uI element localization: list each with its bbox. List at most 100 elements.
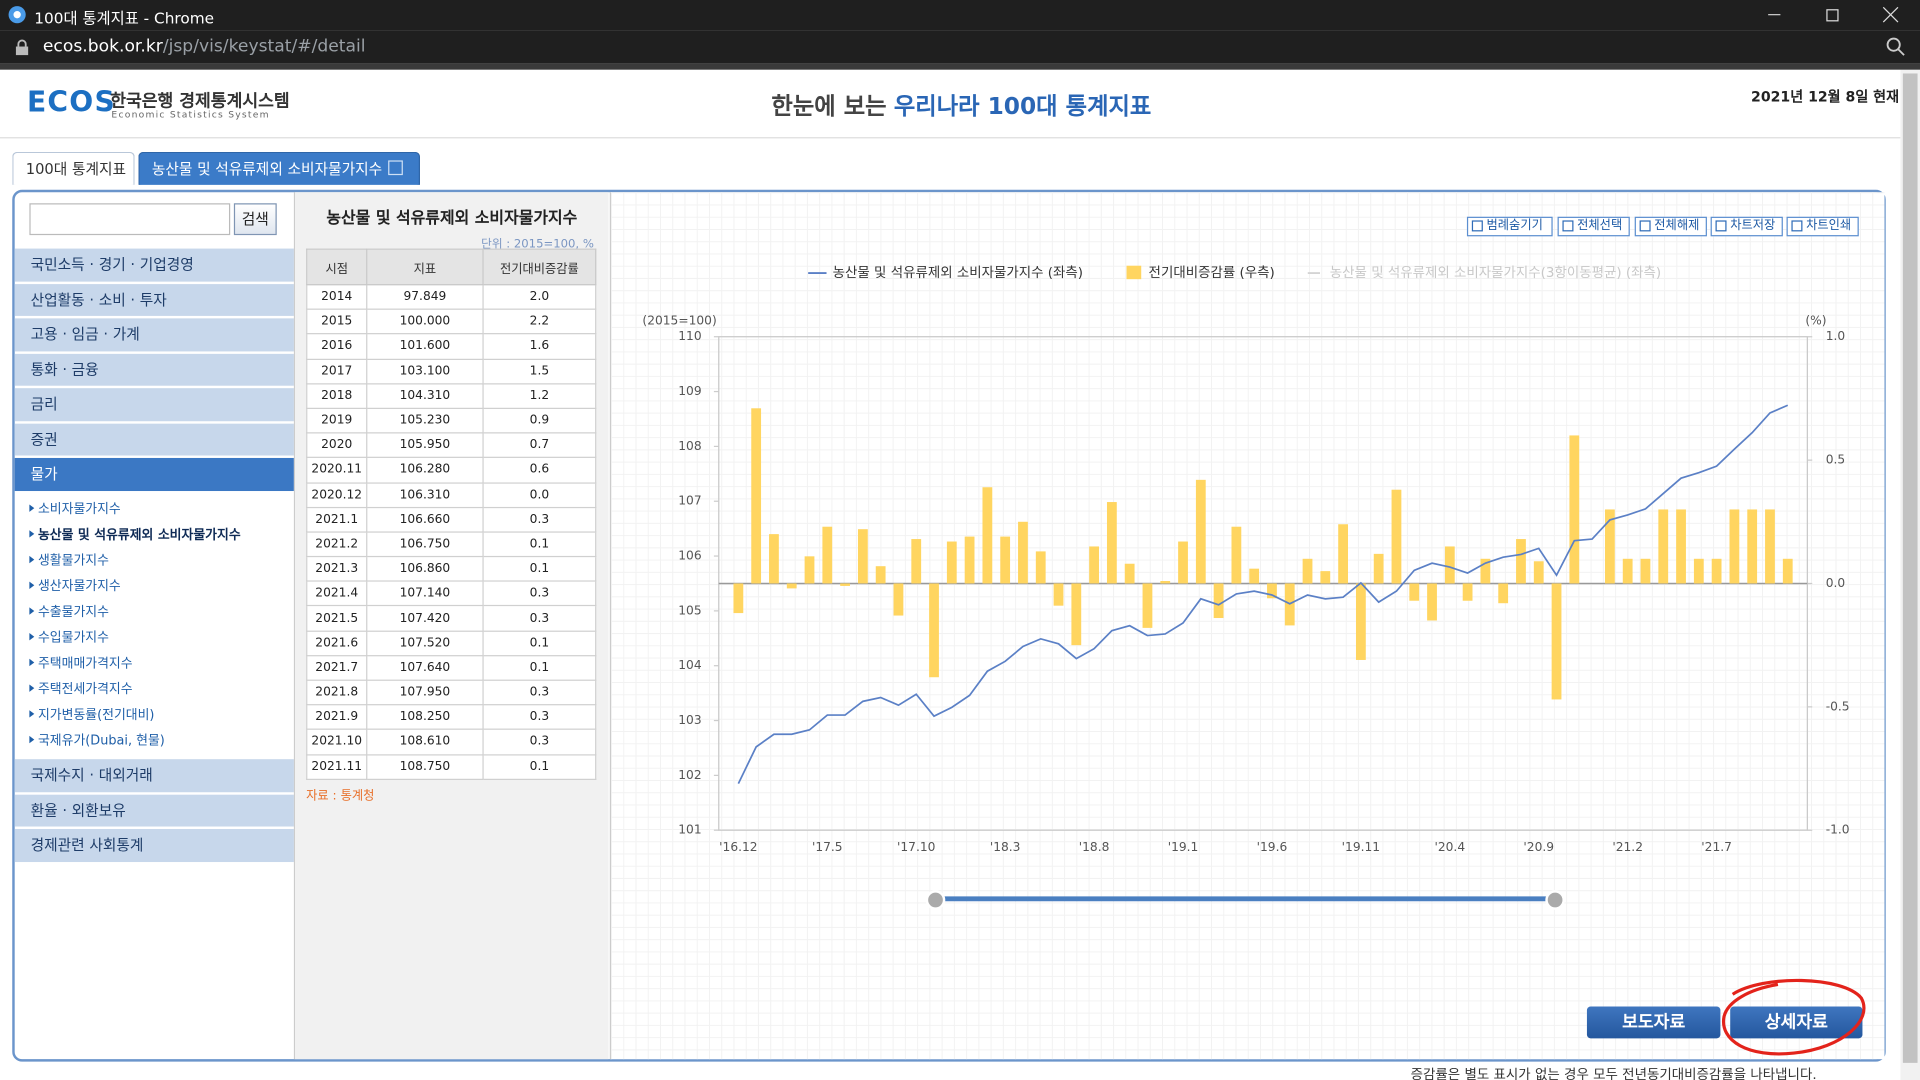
y-axis-label: (2015=100) <box>642 313 716 327</box>
table-row: 2019 105.230 0.9 <box>306 407 597 434</box>
x-tick-label: '21.2 <box>1612 840 1643 854</box>
chart: (2015=100) (%) 101 102 103 104 105 106 107 108 109… <box>642 265 1850 910</box>
press-button[interactable]: 보도자료 <box>1586 1006 1721 1039</box>
table-cell: 1.2 <box>482 382 597 409</box>
table-cell: 2021.4 <box>306 580 368 607</box>
table-cell: 0.3 <box>482 506 597 533</box>
menu-item[interactable]: 국제수지 · 대외거래 <box>14 759 294 793</box>
bar <box>1231 526 1242 584</box>
bar <box>1035 551 1046 584</box>
menu-item[interactable]: 환율 · 외환보유 <box>14 794 294 828</box>
slider-handle[interactable] <box>1545 890 1565 910</box>
menu-item[interactable]: 산업활동 · 소비 · 투자 <box>14 283 294 316</box>
bar <box>1142 583 1153 628</box>
menu-item[interactable]: 증권 <box>14 423 294 456</box>
header-row: 시점 지표 전기대비증감률 <box>306 248 597 286</box>
bar <box>769 534 779 584</box>
toolbar-button[interactable]: 차트저장 <box>1710 216 1783 237</box>
submenu-item[interactable]: 국제유가(Dubai, 현물) <box>15 729 294 755</box>
submenu-item[interactable]: 주택전세가격지수 <box>15 677 294 703</box>
table-cell: 106.860 <box>366 555 484 582</box>
y2-tick-label: -0.5 <box>1826 699 1850 713</box>
table-cell: 2021.5 <box>306 605 368 632</box>
table-cell: 107.520 <box>366 630 484 657</box>
table-cell: 0.3 <box>482 704 597 731</box>
logo[interactable]: ECOS <box>26 86 116 119</box>
table-row: 2021.8 107.950 0.3 <box>306 679 597 706</box>
address-bar[interactable]: ecos.bok.or.kr/jsp/vis/keystat/#/detail <box>0 30 1920 64</box>
toolbar-button[interactable]: 차트인쇄 <box>1786 216 1859 237</box>
divider <box>293 192 296 1060</box>
bar <box>1338 524 1348 584</box>
table-row: 2021.11 108.750 0.1 <box>306 753 597 780</box>
search-input[interactable] <box>29 203 231 236</box>
table-row: 2017 103.100 1.5 <box>306 358 597 385</box>
menu-item[interactable]: 경제관련 사회통계 <box>14 829 294 862</box>
tab-active[interactable]: 농산물 및 석유류제외 소비자물가지수 <box>138 151 421 185</box>
table-cell: 0.7 <box>482 432 597 459</box>
table-cell: 0.1 <box>482 555 597 582</box>
window-controls[interactable] <box>1751 2 1910 26</box>
x-tick-label: '21.7 <box>1701 840 1732 854</box>
table-cell: 2021.11 <box>306 753 368 780</box>
bar <box>1320 571 1331 584</box>
submenu-item[interactable]: 소비자물가지수 <box>15 497 294 523</box>
tab[interactable]: 100대 통계지표 <box>12 151 135 185</box>
menu-item[interactable]: 물가 <box>14 457 294 491</box>
submenu-item[interactable]: 수출물가지수 <box>15 600 294 626</box>
zoom-icon[interactable] <box>1886 37 1906 57</box>
org-name: 한국은행 경제통계시스템 <box>110 91 290 112</box>
y-tick-label: 110 <box>678 329 701 343</box>
toolbar-button[interactable]: 범례숨기기 <box>1466 216 1553 237</box>
table-cell: 97.849 <box>366 284 484 311</box>
legend-label[interactable]: 농산물 및 석유류제외 소비자물가지수 (좌측) <box>833 265 1083 281</box>
table-row: 2018 104.310 1.2 <box>306 382 597 409</box>
bar <box>964 536 975 584</box>
search-button[interactable]: 검색 <box>233 203 277 236</box>
bar <box>1622 558 1633 584</box>
bar <box>1516 539 1526 584</box>
slider-handle[interactable] <box>925 890 946 910</box>
table-cell: 103.100 <box>366 358 484 385</box>
table-cell: 0.1 <box>482 630 597 657</box>
submenu: 소비자물가지수 농산물 및 석유류제외 소비자물가지수 생활물가지수 생산자물가지수 수… <box>15 493 294 760</box>
submenu-item[interactable]: 주택매매가격지수 <box>15 652 294 678</box>
bar <box>1693 558 1704 584</box>
table-row: 2021.1 106.660 0.3 <box>306 506 597 533</box>
url-path: /jsp/vis/keystat/#/detail <box>162 36 366 57</box>
bar <box>1302 558 1313 584</box>
menu-item[interactable]: 통화 · 금융 <box>14 353 294 386</box>
table-cell: 0.1 <box>482 654 597 681</box>
submenu-item[interactable]: 지가변동률(전기대비) <box>15 703 294 729</box>
bar <box>929 583 939 678</box>
legend-label[interactable]: 농산물 및 석유류제외 소비자물가지수(3항이동평균) (좌측) <box>1330 265 1661 281</box>
bar <box>1427 583 1437 621</box>
toolbar-button[interactable]: 전체해제 <box>1634 216 1707 237</box>
url: ecos.bok.or.kr/jsp/vis/keystat/#/detail <box>43 37 366 57</box>
submenu-item[interactable]: 생산자물가지수 <box>15 574 294 600</box>
menu-item[interactable]: 국민소득 · 경기 · 기업경영 <box>14 248 294 282</box>
y-tick-label: 106 <box>678 549 702 563</box>
toolbar-button[interactable]: 전체선택 <box>1557 216 1630 237</box>
submenu-item[interactable]: 농산물 및 석유류제외 소비자물가지수 <box>15 522 294 548</box>
submenu-item[interactable]: 수입물가지수 <box>15 626 294 652</box>
menu-item[interactable]: 금리 <box>14 388 294 421</box>
bar <box>1551 583 1562 700</box>
table-source: 자료 : 통계청 <box>306 789 375 804</box>
menu-item[interactable]: 고용 · 임금 · 가계 <box>14 318 294 351</box>
detail-button[interactable]: 상세자료 <box>1730 1006 1863 1039</box>
scrollbar-thumb[interactable] <box>1902 73 1918 1063</box>
table-cell: 1.5 <box>482 358 597 385</box>
table-cell: 2020 <box>306 432 368 459</box>
bar <box>1409 583 1420 601</box>
tab-close[interactable] <box>388 160 403 176</box>
table-cell: 2019 <box>306 407 368 434</box>
table-title: 농산물 및 석유류제외 소비자물가지수 <box>326 209 578 228</box>
x-tick-label: '19.1 <box>1168 840 1199 854</box>
bar <box>1160 581 1171 584</box>
y2-tick-label: -1.0 <box>1826 823 1850 837</box>
bar <box>1569 435 1580 584</box>
submenu-item[interactable]: 생활물가지수 <box>15 548 294 574</box>
legend-label[interactable]: 전기대비증감률 (우측) <box>1149 265 1275 281</box>
